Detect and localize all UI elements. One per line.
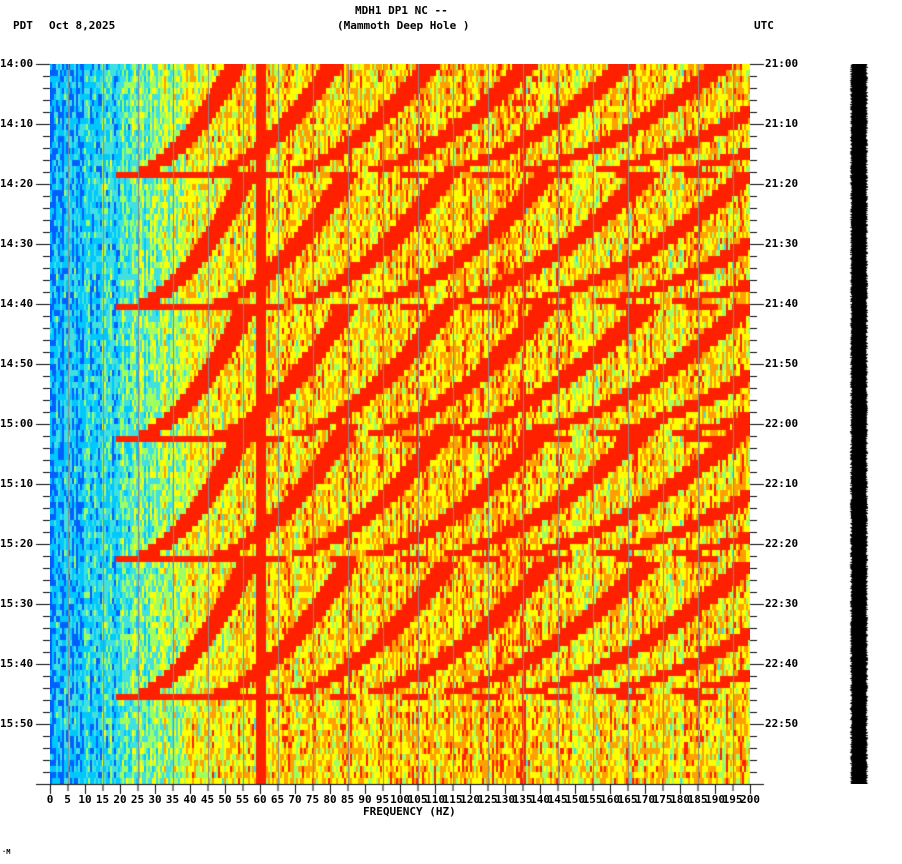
x-tick-label: 40 (183, 793, 197, 806)
x-tick-label: 130 (495, 793, 515, 806)
station-location: (Mammoth Deep Hole ) (337, 19, 470, 32)
y-tick-label-right: 22:00 (765, 417, 799, 430)
corner-mark: ·M (2, 848, 11, 856)
y-tick-label-right: 22:20 (765, 537, 799, 550)
date-label: Oct 8,2025 (49, 19, 116, 32)
y-tick-label-left: 14:20 (0, 177, 34, 190)
x-tick-label: 100 (390, 793, 410, 806)
x-tick-label: 120 (460, 793, 480, 806)
x-tick-label: 10 (78, 793, 92, 806)
x-tick-label: 20 (113, 793, 127, 806)
x-tick-label: 60 (253, 793, 267, 806)
x-tick-label: 110 (425, 793, 445, 806)
x-tick-label: 115 (442, 793, 463, 806)
x-axis-title: FREQUENCY (HZ) (363, 805, 456, 818)
x-tick-label: 25 (130, 793, 145, 806)
y-tick-label-right: 21:00 (765, 57, 799, 70)
x-tick-label: 0 (46, 793, 54, 806)
x-tick-label: 135 (512, 793, 533, 806)
y-tick-label-left: 15:50 (0, 717, 34, 730)
y-tick-label-left: 15:00 (0, 417, 34, 430)
x-tick-label: 140 (530, 793, 550, 806)
x-tick-label: 30 (148, 793, 162, 806)
x-tick-label: 105 (407, 793, 428, 806)
seismogram-trace (848, 64, 870, 784)
y-tick-label-right: 22:30 (765, 597, 799, 610)
x-tick-label: 70 (288, 793, 302, 806)
y-tick-label-left: 15:30 (0, 597, 34, 610)
y-tick-label-left: 14:50 (0, 357, 34, 370)
x-tick-label: 165 (617, 793, 638, 806)
x-tick-label: 15 (95, 793, 110, 806)
y-tick-label-left: 14:40 (0, 297, 34, 310)
y-tick-label-right: 22:40 (765, 657, 799, 670)
y-tick-label-left: 14:30 (0, 237, 34, 250)
y-tick-label-left: 15:40 (0, 657, 34, 670)
x-tick-label: 155 (582, 793, 603, 806)
x-tick-label: 200 (740, 793, 760, 806)
x-tick-label: 45 (200, 793, 215, 806)
y-tick-label-left: 15:20 (0, 537, 34, 550)
y-tick-label-left: 15:10 (0, 477, 34, 490)
y-tick-label-right: 21:10 (765, 117, 799, 130)
x-tick-label: 170 (635, 793, 655, 806)
x-tick-label: 160 (600, 793, 620, 806)
x-tick-label: 80 (323, 793, 337, 806)
y-tick-label-left: 14:10 (0, 117, 34, 130)
y-tick-label-right: 22:50 (765, 717, 799, 730)
station-title: MDH1 DP1 NC -- (355, 4, 448, 17)
y-tick-label-right: 21:30 (765, 237, 799, 250)
x-tick-label: 55 (235, 793, 250, 806)
y-tick-label-right: 21:40 (765, 297, 799, 310)
x-tick-label: 190 (705, 793, 725, 806)
x-tick-label: 180 (670, 793, 690, 806)
right-timezone-label: UTC (754, 19, 774, 32)
x-tick-label: 75 (305, 793, 320, 806)
x-tick-label: 50 (218, 793, 232, 806)
x-tick-label: 145 (547, 793, 568, 806)
x-tick-label: 185 (687, 793, 708, 806)
y-tick-label-right: 22:10 (765, 477, 799, 490)
x-tick-label: 5 (64, 793, 71, 806)
x-tick-label: 175 (652, 793, 673, 806)
x-tick-label: 195 (722, 793, 743, 806)
spectrogram-heatmap (50, 64, 750, 784)
x-tick-label: 125 (477, 793, 498, 806)
x-tick-label: 35 (165, 793, 180, 806)
left-timezone-label: PDT (13, 19, 33, 32)
y-tick-label-right: 21:50 (765, 357, 799, 370)
x-tick-label: 65 (270, 793, 285, 806)
x-tick-label: 90 (358, 793, 372, 806)
x-tick-label: 150 (565, 793, 585, 806)
y-tick-label-left: 14:00 (0, 57, 34, 70)
y-tick-label-right: 21:20 (765, 177, 799, 190)
x-tick-label: 95 (375, 793, 390, 806)
x-tick-label: 85 (340, 793, 355, 806)
